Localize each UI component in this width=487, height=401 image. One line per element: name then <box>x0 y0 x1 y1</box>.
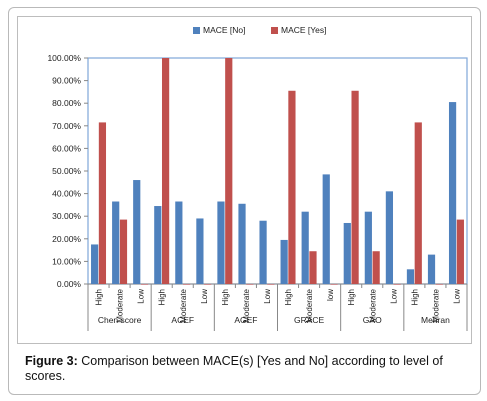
x-category-label: High <box>221 289 230 305</box>
bar-mace-yes <box>288 90 296 285</box>
bar-mace-yes <box>246 284 254 285</box>
bar-mace-no <box>343 222 351 284</box>
x-category-label: Low <box>389 289 398 304</box>
bar-mace-yes <box>456 219 464 284</box>
x-category-label: Moderate <box>368 288 377 322</box>
bar-mace-no <box>259 220 267 284</box>
bar-mace-yes <box>98 122 107 284</box>
y-tick-label: 100.00% <box>47 53 81 63</box>
bar-mace-no <box>301 211 309 284</box>
bar-mace-yes <box>161 58 170 284</box>
x-category-label: High <box>410 289 419 305</box>
x-category-label: Moderate <box>116 288 125 322</box>
bar-mace-no <box>238 203 246 284</box>
x-category-label: High <box>347 289 356 305</box>
y-tick-label: 30.00% <box>52 211 81 221</box>
plot-area-border <box>87 57 468 285</box>
x-category-label: High <box>95 289 104 305</box>
x-category-label: Moderate <box>179 288 188 322</box>
figure-frame: 0.00% 10.00% 20.00% 30.00% 40.00% 50.00% 60.00… <box>8 7 481 395</box>
bar-mace-no <box>217 201 225 284</box>
x-category-label: Moderate <box>242 288 251 322</box>
x-category-label: Moderate <box>305 288 314 322</box>
bar-mace-yes <box>183 284 191 285</box>
bar-mace-yes <box>204 284 212 285</box>
bar-mace-no <box>196 218 204 284</box>
bar-mace-yes <box>351 90 359 285</box>
y-tick-label: 20.00% <box>52 234 81 244</box>
bar-mace-no <box>154 206 162 284</box>
caption-text: Comparison between MACE(s) [Yes and No] … <box>25 354 443 383</box>
bar-mace-yes <box>225 58 233 284</box>
bar-mace-no <box>280 239 288 284</box>
y-tick-label: 60.00% <box>52 143 81 153</box>
chart-area: 0.00% 10.00% 20.00% 30.00% 40.00% 50.00% 60.00… <box>17 16 472 344</box>
x-category-label: Low <box>200 289 209 304</box>
bar-mace-no <box>406 269 415 284</box>
x-category-label: Moderate <box>431 288 440 322</box>
bar-mace-yes <box>140 284 149 285</box>
y-tick-label: 80.00% <box>52 98 81 108</box>
y-tick-label: 50.00% <box>52 166 81 176</box>
y-tick-label: 70.00% <box>52 121 81 131</box>
bar-mace-no <box>175 201 183 284</box>
x-category-label: low <box>326 289 335 301</box>
bar-mace-yes <box>267 284 275 285</box>
bar-mace-yes <box>372 251 380 284</box>
bar-mace-yes <box>119 219 128 284</box>
bar-mace-yes <box>393 284 401 285</box>
y-tick-label: 10.00% <box>52 256 81 266</box>
x-category-label: High <box>158 289 167 305</box>
legend-label: MACE [Yes] <box>281 25 327 35</box>
x-category-label: Low <box>137 289 146 304</box>
bar-mace-no <box>133 180 141 284</box>
bar-chart: 0.00% 10.00% 20.00% 30.00% 40.00% 50.00% 60.00… <box>47 25 468 331</box>
caption-label: Figure 3: <box>25 354 78 368</box>
group-label: Mehran <box>421 315 450 325</box>
group-label: Chen score <box>98 315 142 325</box>
bar-mace-yes <box>330 284 338 285</box>
bar-mace-no <box>112 201 120 284</box>
y-tick-label: 40.00% <box>52 189 81 199</box>
group-label: AGEF <box>234 315 257 325</box>
x-category-label: Low <box>452 289 461 304</box>
bar-mace-yes <box>435 284 443 285</box>
group-label: GRACE <box>294 315 325 325</box>
bar-mace-no <box>91 244 99 284</box>
y-tick-label: 90.00% <box>52 76 81 86</box>
bar-mace-yes <box>414 122 422 284</box>
x-category-label: High <box>284 289 293 305</box>
bar-mace-yes <box>309 251 317 284</box>
bar-mace-no <box>385 191 394 284</box>
legend-swatch <box>193 27 200 34</box>
bar-mace-no <box>322 174 330 284</box>
group-label: GAO <box>363 315 382 325</box>
y-tick-label: 0.00% <box>57 279 82 289</box>
legend-label: MACE [No] <box>203 25 246 35</box>
bar-mace-no <box>448 102 457 284</box>
legend-swatch <box>271 27 278 34</box>
bar-mace-no <box>427 254 436 284</box>
group-label: ACEF <box>171 315 194 325</box>
x-category-label: Low <box>263 289 272 304</box>
bar-mace-no <box>364 211 372 284</box>
figure-caption: Figure 3: Comparison between MACE(s) [Ye… <box>25 354 475 384</box>
